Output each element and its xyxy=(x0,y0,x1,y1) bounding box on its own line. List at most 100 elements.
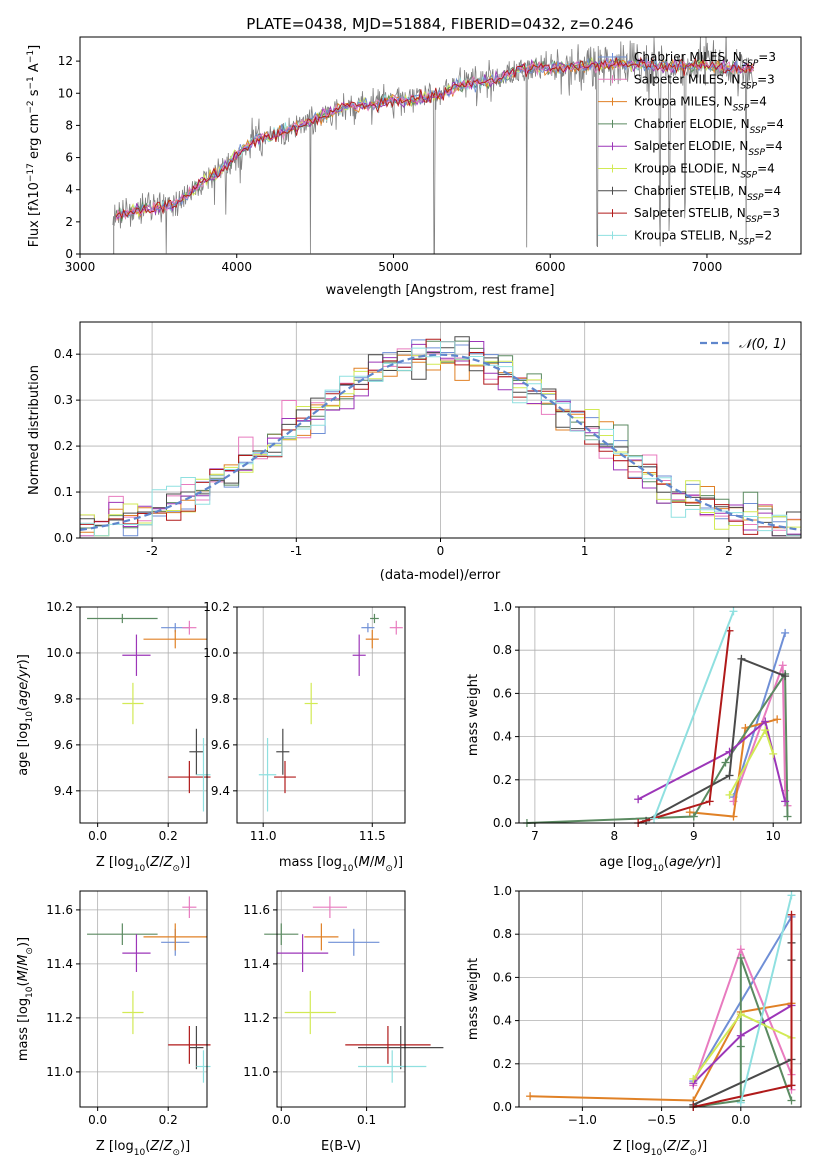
legend-label-end: =2 xyxy=(754,228,772,242)
label-part: age/yr xyxy=(669,855,712,870)
legend-label: Salpeter ELODIE, NSSP=4 xyxy=(634,139,783,158)
label-part: ( xyxy=(354,855,359,870)
label-part: 10 xyxy=(651,1148,663,1158)
errorbar-point xyxy=(264,923,299,945)
label-part: Normed distribution xyxy=(27,365,42,495)
x-tick-label: 0.1 xyxy=(357,1113,376,1127)
errorbar-point xyxy=(358,1050,427,1083)
y-tick-label: 11.2 xyxy=(46,1011,73,1025)
x-tick-label: 0.0 xyxy=(272,1113,291,1127)
legend-label-sub: SSP xyxy=(741,171,758,181)
legend-label-main: Salpeter STELIB, N xyxy=(634,206,746,220)
label-part: s xyxy=(27,89,42,100)
legend-label-end: =3 xyxy=(762,206,780,220)
label-part: Z xyxy=(680,1139,691,1154)
errorbar-point xyxy=(122,934,151,972)
legend-label-sub: SSP xyxy=(748,148,765,158)
legend-label-sub: SSP xyxy=(733,104,750,114)
panel-residuals: -2 -1 0 1 2 0.0 0.1 0.2 0.3 0.4 (data-model)/error… xyxy=(27,321,802,583)
legend-label-main: Kroupa STELIB, N xyxy=(634,228,738,242)
errorbar-point xyxy=(389,620,403,635)
label-part: Z xyxy=(163,855,174,870)
legend-label-main: Kroupa MILES, N xyxy=(634,95,733,109)
y-tick-label: 11.2 xyxy=(243,1011,270,1025)
x-tick-label: 1 xyxy=(581,544,589,558)
label-part: ⊙ xyxy=(172,864,180,874)
y-tick-label: 11.4 xyxy=(243,957,270,971)
label-part: mass [log xyxy=(16,998,31,1061)
panel-mass_vs_ebv: 0.0 0.1 11.0 11.2 11.4 11.6 E(B-V) xyxy=(243,890,444,1154)
plot-area xyxy=(522,607,792,827)
y-tick-label: 9.6 xyxy=(211,738,230,752)
errorbar-point xyxy=(258,737,277,812)
y-tick-label: 6 xyxy=(65,151,73,165)
weight-line xyxy=(692,942,793,1106)
axes-frame xyxy=(518,890,802,1108)
legend-label-end: =4 xyxy=(766,117,784,131)
legend-label: Kroupa ELODIE, NSSP=4 xyxy=(634,162,775,181)
axes-frame xyxy=(79,36,802,255)
weight-line xyxy=(645,657,786,822)
y-tick-label: 0.6 xyxy=(493,686,512,700)
label-part: age/yr xyxy=(16,663,31,706)
x-tick-label: 4000 xyxy=(221,260,252,274)
y-axis-label: Normed distribution xyxy=(27,365,42,495)
y-tick-label: 0.0 xyxy=(493,1100,512,1114)
legend-label-main: Kroupa ELODIE, N xyxy=(634,162,741,176)
y-tick-label: 11.0 xyxy=(243,1065,270,1079)
y-axis-label: mass weight xyxy=(466,958,481,1040)
label-part: ⊙ xyxy=(385,864,393,874)
label-part: ( xyxy=(145,1139,150,1154)
y-tick-label: 10.0 xyxy=(203,646,230,660)
errorbar-point xyxy=(358,1026,444,1070)
errorbar-point xyxy=(312,896,347,918)
y-tick-label: 0.8 xyxy=(493,927,512,941)
x-tick-label: 9 xyxy=(690,829,698,843)
label-part: Z [log xyxy=(96,855,134,870)
y-tick-label: 0.2 xyxy=(54,439,73,453)
errorbar-point xyxy=(168,1026,211,1064)
axes-frame xyxy=(276,890,406,1108)
panel-weight_vs_Z: −1.0 −0.5 0.0 0.0 0.2 0.4 0.6 0.8 1.0 mass weight… xyxy=(466,884,802,1158)
errorbar-point xyxy=(143,923,207,951)
panel-weight_vs_age: 7 8 9 10 0.0 0.2 0.4 0.6 0.8 1.0 mass weight age [l… xyxy=(466,600,802,874)
legend-label: Salpeter STELIB, NSSP=3 xyxy=(634,206,780,225)
label-part: 10 xyxy=(134,1148,146,1158)
chart-title: PLATE=0438, MJD=51884, FIBERID=0432, z=0… xyxy=(246,15,633,33)
errorbar-point xyxy=(361,623,375,633)
label-part: )] xyxy=(711,855,721,870)
x-tick-label: 10 xyxy=(766,829,781,843)
panel-age_vs_Z: 0.0 0.29.49.69.810.010.2Z [log10(Z/Z⊙)]ag… xyxy=(16,600,211,874)
legend-label-end: =4 xyxy=(764,184,782,198)
y-tick-label: 11.6 xyxy=(46,903,73,917)
label-part: 10 xyxy=(652,864,664,874)
x-axis-label: wavelength [Angstrom, rest frame] xyxy=(326,283,555,298)
label-part: wavelength [Angstrom, rest frame] xyxy=(326,283,555,298)
label-part: Z xyxy=(666,1139,677,1154)
errorbar-point xyxy=(274,760,296,794)
label-part: ⊙ xyxy=(25,947,35,955)
x-axis-label: E(B-V) xyxy=(321,1139,361,1154)
label-part: Z xyxy=(149,855,160,870)
label-part: )] xyxy=(697,1139,707,1154)
legend-label-sub: SSP xyxy=(747,193,764,203)
y-tick-label: 0.4 xyxy=(54,347,73,361)
y-tick-label: 0.6 xyxy=(493,970,512,984)
errorbar-point xyxy=(276,728,290,775)
label-part: −1 xyxy=(26,76,36,89)
legend-label-end: =4 xyxy=(749,95,767,109)
x-tick-label: 7000 xyxy=(692,260,723,274)
legend-label: Salpeter MILES, NSSP=3 xyxy=(634,72,775,91)
label-part: age [log xyxy=(16,723,31,776)
y-tick-label: 0 xyxy=(65,247,73,261)
y-tick-label: 9.6 xyxy=(54,738,73,752)
y-tick-label: 10 xyxy=(58,86,73,100)
legend-label-end: =4 xyxy=(765,139,783,153)
legend-label: Kroupa MILES, NSSP=4 xyxy=(634,95,767,114)
plot-area xyxy=(264,896,444,1083)
errorbar-point xyxy=(122,634,151,676)
x-tick-label: 11.5 xyxy=(359,829,386,843)
y-tick-label: 1.0 xyxy=(493,884,512,898)
legend-label-end: =3 xyxy=(757,72,775,86)
